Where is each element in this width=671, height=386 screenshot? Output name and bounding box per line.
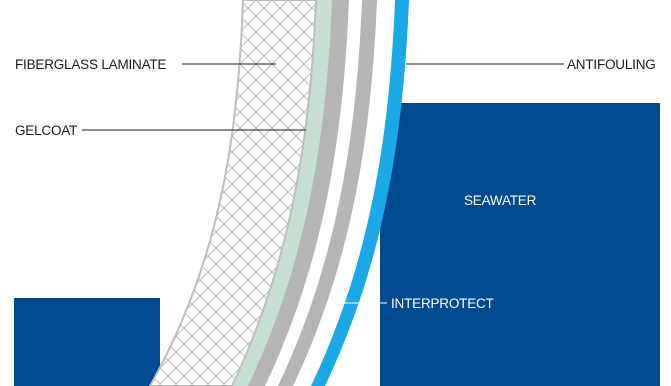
seawater-label: SEAWATER [464, 193, 537, 208]
antifouling-label: ANTIFOULING [567, 57, 656, 72]
fiberglass-laminate-layer [148, 0, 318, 386]
interprotect-label: INTERPROTECT [391, 296, 494, 311]
fiberglass-laminate-label: FIBERGLASS LAMINATE [15, 57, 166, 72]
gelcoat-label: GELCOAT [15, 123, 77, 138]
gelcoat-layer [230, 0, 332, 386]
interprotect-gap [263, 0, 362, 386]
interprotect-coat-outer [276, 0, 377, 386]
seawater-region [14, 103, 660, 386]
